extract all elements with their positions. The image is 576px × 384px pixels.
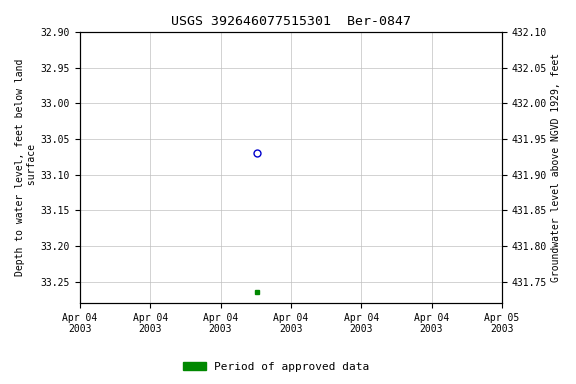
Y-axis label: Groundwater level above NGVD 1929, feet: Groundwater level above NGVD 1929, feet	[551, 53, 561, 282]
Title: USGS 392646077515301  Ber-0847: USGS 392646077515301 Ber-0847	[171, 15, 411, 28]
Y-axis label: Depth to water level, feet below land
 surface: Depth to water level, feet below land su…	[15, 59, 37, 276]
Legend: Period of approved data: Period of approved data	[179, 358, 374, 377]
